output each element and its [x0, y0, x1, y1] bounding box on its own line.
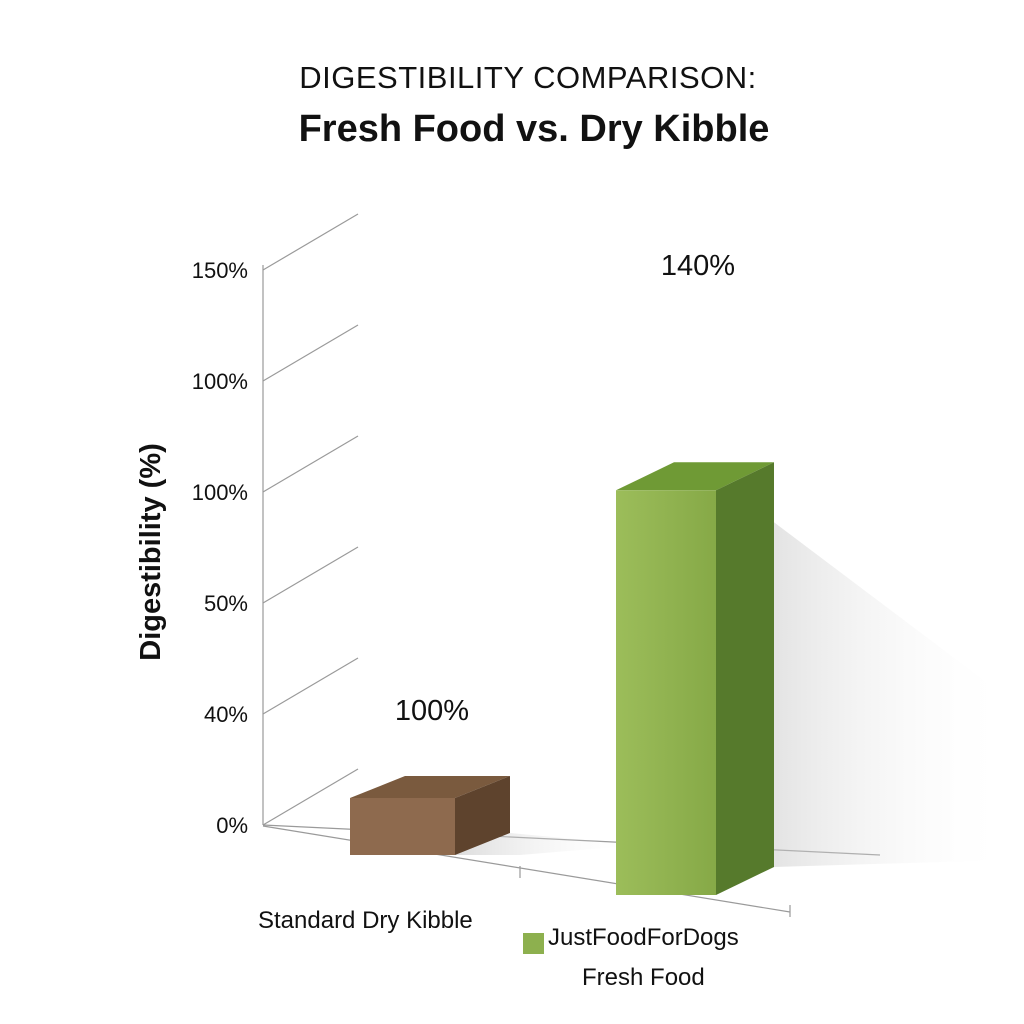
y-tick-label: 40%: [204, 702, 248, 727]
category-label-kibble: Standard Dry Kibble: [258, 907, 473, 934]
y-tick-label: 150%: [192, 258, 248, 283]
grid-line: [262, 213, 359, 271]
grid-line: [262, 657, 359, 715]
grid-line: [262, 546, 359, 604]
bar-side-kibble: [455, 776, 510, 855]
bar-top-kibble: [350, 776, 510, 798]
y-tick-label: 0%: [216, 813, 248, 838]
bar-top-fresh: [616, 462, 774, 491]
bar-kibble: [350, 798, 455, 855]
category-label-fresh-line2: Fresh Food: [582, 964, 705, 991]
legend-swatch-fresh: [523, 933, 544, 954]
chart-subtitle: Fresh Food vs. Dry Kibble: [298, 108, 770, 150]
bar-fresh: [616, 490, 716, 895]
grid-line: [262, 435, 359, 493]
bar-shadow: [774, 522, 1010, 867]
y-tick-label: 100%: [192, 369, 248, 394]
data-label-kibble: 100%: [395, 695, 469, 727]
data-label-fresh: 140%: [661, 250, 735, 282]
grid-line: [262, 768, 359, 826]
chart-title: DIGESTIBILITY COMPARISON:: [299, 60, 757, 95]
grid-line: [262, 324, 359, 382]
category-label-fresh-line1: JustFoodForDogs: [548, 924, 739, 951]
category-label-fresh: JustFoodForDogs Fresh Food: [548, 918, 739, 998]
y-tick-label: 50%: [204, 591, 248, 616]
y-axis-label: Digestibility (%): [135, 443, 167, 661]
y-tick-label: 100%: [192, 480, 248, 505]
bar-shadow: [455, 833, 640, 855]
bar-side-fresh: [716, 462, 774, 895]
